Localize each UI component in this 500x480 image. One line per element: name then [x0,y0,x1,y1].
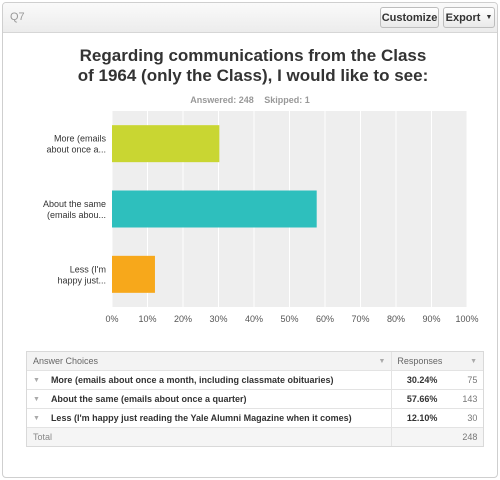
y-category-label: Less (I'm [70,264,106,274]
x-tick-label: 0% [105,314,118,324]
x-tick-label: 20% [174,314,192,324]
sort-icon: ▼ [378,357,386,365]
total-cell: 248 [392,428,483,446]
responses-table: Answer Choices ▼ Responses ▼ ▼ More (emai… [26,351,484,447]
export-button[interactable]: Export ▼ [443,7,495,28]
chart-title: Regarding communications from the Class … [73,46,433,86]
response-count: 143 [462,394,478,404]
x-tick-label: 40% [245,314,263,324]
bar [112,125,220,163]
total-label: Total [27,428,393,446]
x-tick-label: 10% [138,314,156,324]
answer-choice-cell: ▼ About the same (emails about once a qua… [27,390,393,408]
response-percent: 12.10% [406,413,438,423]
answer-choice-text: Less (I'm happy just reading the Yale Al… [50,413,352,423]
bar [112,190,317,228]
x-tick-label: 30% [209,314,227,324]
y-category-label: (emails abou... [47,210,106,220]
export-label: Export [445,11,481,24]
table-total-row: Total 248 [27,427,483,446]
y-category-label: More (emails [54,134,107,144]
responses-header[interactable]: Responses ▼ [392,352,483,370]
answer-choice-text: More (emails about once a month, includi… [50,375,334,385]
x-tick-label: 60% [316,314,334,324]
bar [112,255,155,293]
table-row[interactable]: ▼ Less (I'm happy just reading the Yale A… [27,408,483,427]
response-count: 75 [467,375,478,385]
table-row[interactable]: ▼ About the same (emails about once a qua… [27,389,483,408]
card-header: Q7 Customize Export ▼ [3,3,497,33]
customize-button[interactable]: Customize [380,7,439,28]
response-cell: 12.10% 30 [392,409,483,427]
response-cell: 30.24% 75 [392,371,483,389]
expand-icon[interactable]: ▼ [33,376,40,384]
x-tick-label: 90% [422,314,440,324]
sort-icon: ▼ [470,357,477,365]
y-category-label: About the same [43,199,106,209]
expand-icon[interactable]: ▼ [33,414,40,422]
answer-choices-label: Answer Choices [33,356,99,366]
chart-title-line-2: of 1964 (only the Class), I would like t… [77,66,429,85]
y-category-label: happy just... [57,275,106,285]
response-count: 30 [467,413,478,423]
y-category-label: about once a... [46,145,106,155]
x-tick-label: 70% [351,314,369,324]
x-tick-label: 50% [280,314,298,324]
bar-chart: 0% 10% 20% 30% 40% 50% 60% 70% 80% 90% 100% More (e… [43,111,479,324]
response-stats: Answered: 248 Skipped: 1 [3,95,497,105]
table-header: Answer Choices ▼ Responses ▼ [27,352,483,370]
answer-choice-cell: ▼ Less (I'm happy just reading the Yale A… [27,409,393,427]
chart-title-line-1: Regarding communications from the Class [79,46,427,65]
response-percent: 57.66% [406,394,438,404]
answer-choice-text: About the same (emails about once a quar… [50,394,247,404]
answer-choices-header[interactable]: Answer Choices ▼ [27,352,393,370]
x-tick-label: 100% [455,314,478,324]
total-value: 248 [462,432,478,442]
responses-label: Responses [397,356,443,366]
x-tick-label: 80% [387,314,405,324]
table-body: ▼ More (emails about once a month, includ… [27,370,483,427]
expand-icon[interactable]: ▼ [33,395,40,403]
table-row[interactable]: ▼ More (emails about once a month, includ… [27,370,483,389]
answered-count: Answered: 248 [190,95,254,105]
question-number: Q7 [10,11,25,23]
answer-choice-cell: ▼ More (emails about once a month, includ… [27,371,393,389]
skipped-count: Skipped: 1 [264,95,310,105]
response-cell: 57.66% 143 [392,390,483,408]
customize-label: Customize [381,11,438,24]
chevron-down-icon: ▼ [485,14,493,21]
response-percent: 30.24% [406,375,438,385]
